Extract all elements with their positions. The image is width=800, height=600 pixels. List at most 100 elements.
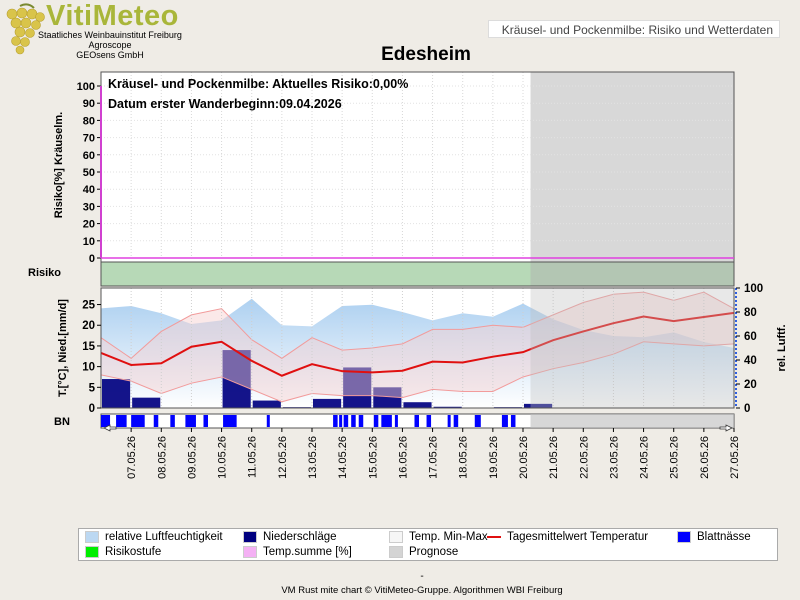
legend-label: Prognose: [409, 546, 459, 558]
org-line-3: GEOsens GmbH: [76, 50, 144, 60]
legend-swatch: [389, 546, 403, 558]
risk-ytick-label: 80: [83, 115, 95, 127]
leaf-wetness-segment: [339, 415, 343, 427]
chart-legend: relative Luftfeuchtigkeit Niederschläge Te…: [78, 528, 778, 561]
x-tick-label: 23.05.26: [608, 436, 620, 479]
weather-right-ytick-label: 80: [744, 307, 757, 319]
precipitation-bar: [433, 406, 462, 408]
risk-ytick-label: 40: [83, 184, 95, 196]
weather-left-ytick-label: 25: [82, 300, 95, 312]
weather-right-ylabel: rel. Luftf.: [776, 324, 788, 371]
app-logo-name: VitiMeteo: [46, 0, 179, 32]
leaf-wetness-segment: [474, 415, 481, 427]
footer-credit: VM Rust mite chart © VitiMeteo-Gruppe. A…: [281, 585, 563, 596]
forecast-region-weather: [530, 288, 734, 408]
x-tick-label: 26.05.26: [699, 436, 711, 479]
risk-annotation-current: Kräusel- und Pockenmilbe: Aktuelles Risi…: [108, 77, 408, 91]
leaf-wetness-segment: [116, 415, 127, 427]
x-tick-label: 16.05.26: [397, 436, 409, 479]
x-tick-label: 14.05.26: [337, 436, 349, 479]
x-tick-label: 24.05.26: [639, 436, 651, 479]
leaf-wetness-segment: [153, 415, 159, 427]
temp-minmax-band: [101, 292, 734, 402]
forecast-region: [530, 72, 734, 262]
weather-right-ytick-label: 60: [744, 331, 757, 343]
legend-label: Temp. Min-Max: [409, 531, 488, 543]
risk-ytick-label: 10: [83, 236, 95, 248]
org-line-1: Staatliches Weinbauinstitut Freiburg: [38, 30, 182, 40]
weather-left-ytick-label: 20: [82, 320, 95, 332]
temp-mean-line: [100, 311, 735, 377]
legend-swatch: [85, 531, 99, 543]
x-tick-label: 18.05.26: [458, 436, 470, 479]
legend-swatch: [487, 536, 501, 538]
x-tick-label: 08.05.26: [156, 436, 168, 479]
x-tick-label: 25.05.26: [669, 436, 681, 479]
leaf-wetness-segment: [170, 415, 175, 427]
leaf-wetness-segment: [203, 415, 209, 427]
leaf-wetness-segment: [510, 415, 516, 427]
legend-item: relative Luftfeuchtigkeit: [85, 531, 223, 543]
x-tick-label: 11.05.26: [247, 436, 259, 478]
risk-ytick-label: 70: [83, 133, 95, 145]
leaf-wetness-segment: [414, 415, 420, 427]
risk-ytick-label: 60: [83, 150, 95, 162]
leaf-wetness-segment: [381, 415, 392, 427]
precipitation-bar: [343, 367, 372, 408]
leaf-wetness-segment: [333, 415, 338, 427]
temp-min-line: [100, 341, 735, 403]
leaf-wetness-segment: [266, 415, 270, 427]
legend-item: Risikostufe: [85, 546, 161, 558]
footer-dash: -: [420, 571, 424, 582]
grapes-logo-icon: [6, 3, 45, 55]
risk-ytick-label: 100: [77, 81, 95, 93]
risk-strip-label: Risiko: [28, 267, 61, 279]
x-tick-label: 13.05.26: [307, 436, 319, 479]
leaf-wetness-segment: [223, 415, 237, 427]
legend-item: Tagesmittelwert Temperatur: [487, 531, 648, 543]
x-tick-label: 21.05.26: [548, 436, 560, 479]
precipitation-bar: [524, 403, 553, 408]
risk-annotation-date: Datum erster Wanderbeginn:09.04.2026: [108, 97, 342, 111]
legend-swatch: [677, 531, 691, 543]
forecast-region-strip: [530, 262, 734, 286]
legend-label: Temp.summe [%]: [263, 546, 352, 558]
legend-item: Blattnässe: [677, 531, 751, 543]
x-tick-label: 17.05.26: [428, 436, 440, 479]
x-tick-label: 15.05.26: [367, 436, 379, 479]
precipitation-bar: [313, 398, 342, 408]
scroll-right-icon: [719, 424, 733, 432]
risk-ytick-label: 0: [89, 253, 95, 265]
legend-item: Prognose: [389, 546, 458, 558]
chart-subtitle-box: Kräusel- und Pockenmilbe: Risiko und Wet…: [488, 20, 780, 38]
legend-label: Risikostufe: [105, 546, 162, 558]
leaf-wetness-segment: [185, 415, 196, 427]
weather-right-ytick-label: 20: [744, 379, 757, 391]
leaf-wetness-segment: [131, 415, 145, 427]
leaf-wetness-segment: [501, 415, 508, 427]
x-tick-label: 27.05.26: [729, 436, 741, 479]
leaf-wetness-segment: [358, 415, 364, 427]
weather-right-ytick-label: 40: [744, 355, 757, 367]
weather-left-ytick-label: 15: [82, 341, 95, 353]
x-tick-label: 12.05.26: [277, 436, 289, 479]
leaf-wetness-segment: [351, 415, 356, 427]
precipitation-bar: [252, 400, 281, 408]
leaf-wetness-segment: [426, 415, 432, 427]
weather-left-ytick-label: 5: [89, 382, 96, 394]
leaf-wetness-segment: [373, 415, 379, 427]
legend-label: Tagesmittelwert Temperatur: [507, 531, 649, 543]
humidity-area: [101, 298, 734, 408]
risk-ylabel: Risiko[%] Kräuselm.: [53, 112, 65, 218]
x-tick-label: 10.05.26: [217, 436, 229, 479]
leaf-wetness-segment: [453, 415, 459, 427]
legend-item: Niederschläge: [243, 531, 337, 543]
org-line-2: Agroscope: [88, 40, 132, 50]
legend-label: Niederschläge: [263, 531, 337, 543]
legend-label: Blattnässe: [697, 531, 751, 543]
x-tick-label: 22.05.26: [578, 436, 590, 479]
risk-ytick-label: 90: [83, 98, 95, 110]
legend-item: Temp.summe [%]: [243, 546, 352, 558]
risk-strip-frame: [100, 261, 735, 287]
